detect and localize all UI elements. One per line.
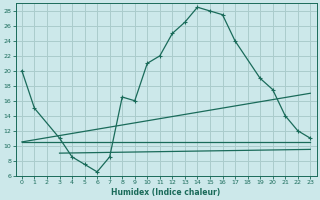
X-axis label: Humidex (Indice chaleur): Humidex (Indice chaleur) — [111, 188, 221, 197]
